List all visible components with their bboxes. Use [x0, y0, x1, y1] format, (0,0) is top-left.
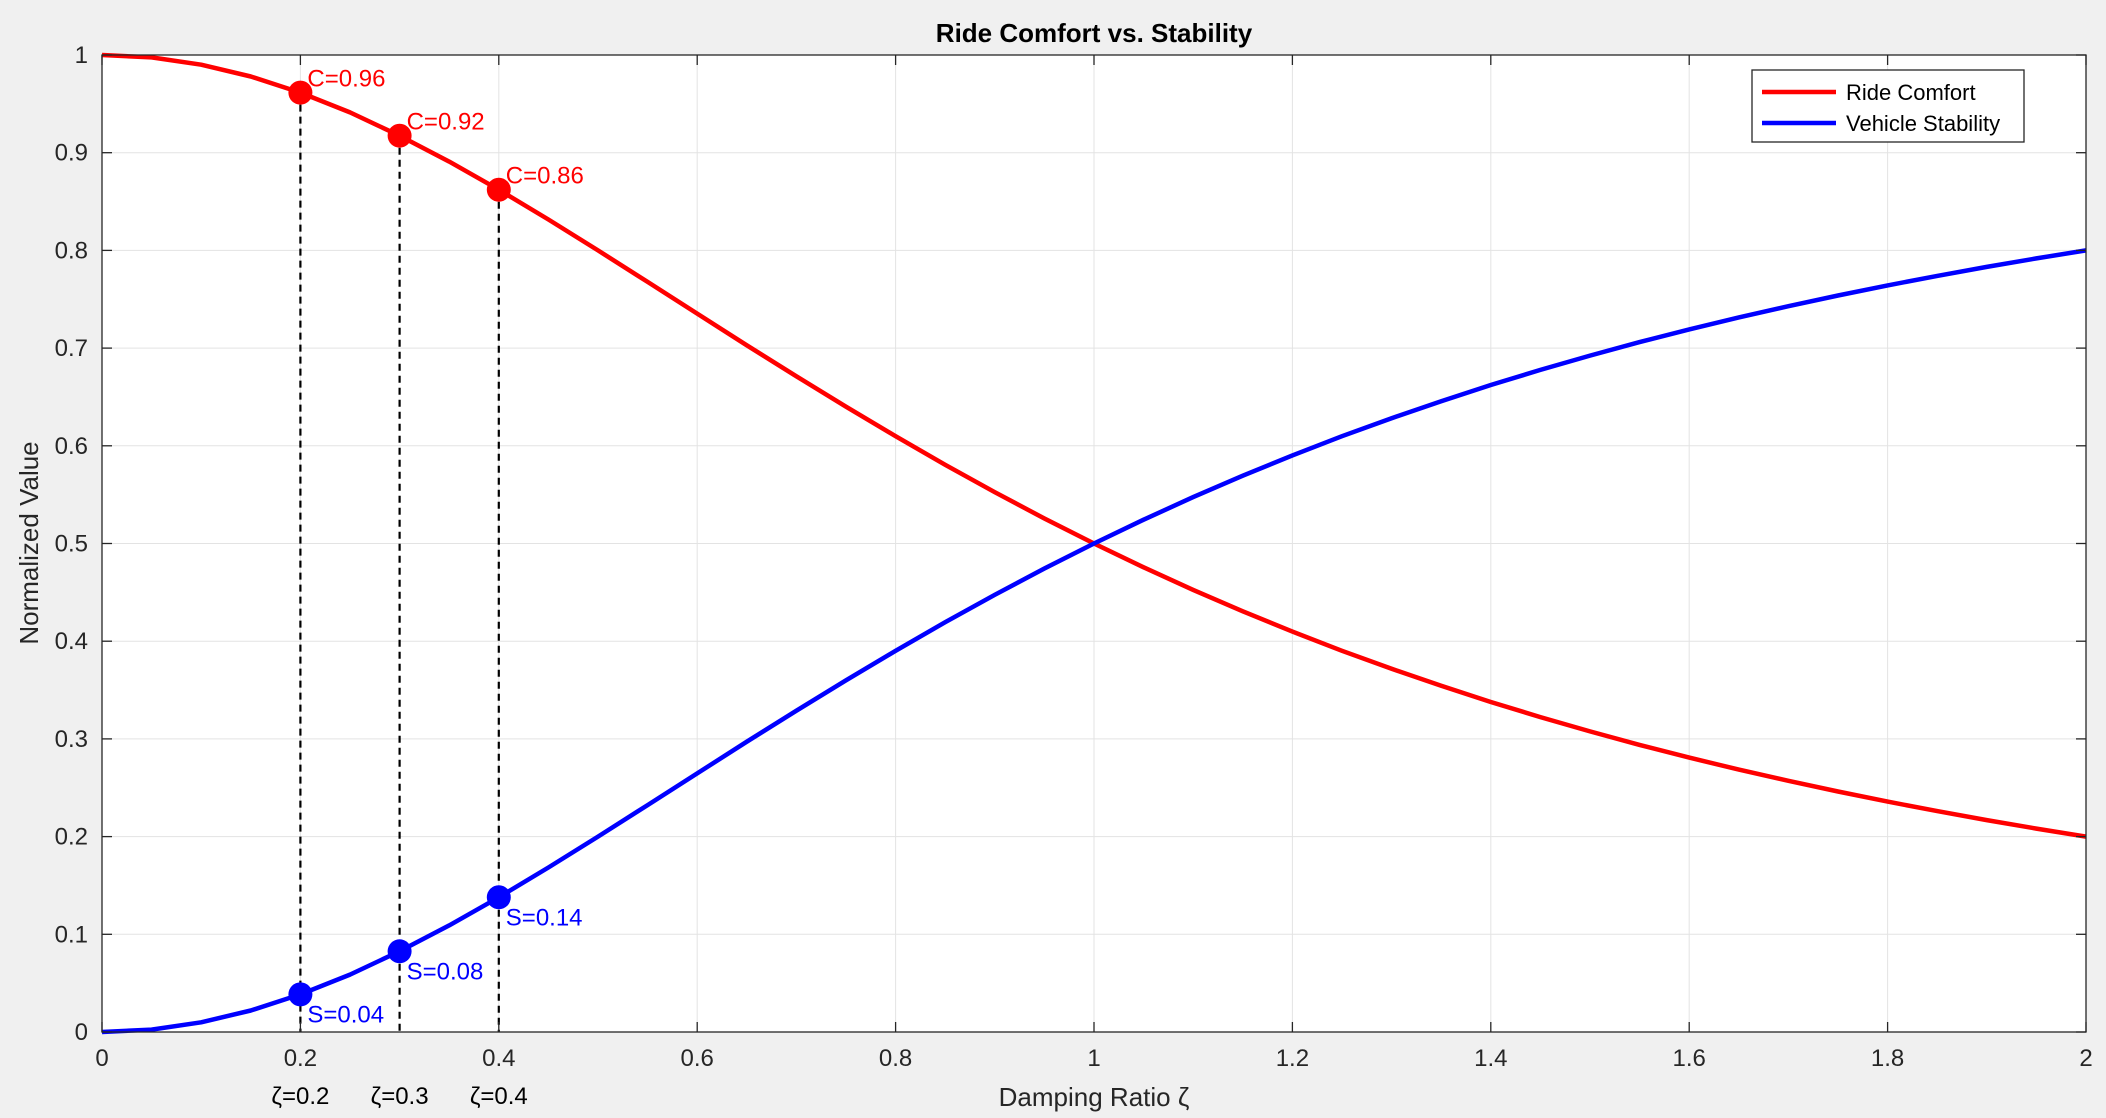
comfort-annotation: C=0.96 [307, 66, 385, 93]
series-layer [101, 52, 2087, 1035]
x-tick-label: 1.2 [1276, 1045, 1309, 1072]
vehicle-stability-line [101, 248, 2087, 1035]
comfort-marker [387, 123, 412, 148]
x-tick-label: 1.8 [1871, 1045, 1904, 1072]
x-tick-label: 1.4 [1474, 1045, 1507, 1072]
x-tick-label: 1 [1087, 1045, 1100, 1072]
comfort-annotation: C=0.92 [407, 109, 485, 136]
zeta-label: ζ=0.2 [271, 1083, 329, 1110]
legend: Ride Comfort Vehicle Stability [1751, 69, 2025, 143]
stability-marker [387, 939, 412, 964]
comfort-marker [288, 80, 313, 105]
zeta-label: ζ=0.3 [371, 1083, 429, 1110]
y-tick-label: 0.4 [55, 628, 88, 655]
y-axis-label: Normalized Value [14, 441, 44, 644]
chart-title: Ride Comfort vs. Stability [936, 18, 1253, 48]
comfort-marker [486, 177, 511, 202]
stability-marker [288, 982, 313, 1007]
x-tick-label: 2 [2079, 1045, 2092, 1072]
stability-marker [486, 885, 511, 910]
x-tick-label: 1.6 [1673, 1045, 1706, 1072]
y-tick-label: 0.2 [55, 824, 88, 851]
legend-entry: Vehicle Stability [1846, 111, 2000, 136]
y-tick-label: 0.8 [55, 237, 88, 264]
stability-annotation: S=0.04 [307, 1001, 384, 1028]
x-tick-label: 0.6 [681, 1045, 714, 1072]
x-tick-label: 0.4 [482, 1045, 515, 1072]
y-tick-label: 0.9 [55, 140, 88, 167]
x-tick-label: 0.8 [879, 1045, 912, 1072]
y-tick-label: 0.3 [55, 726, 88, 753]
x-axis-label: Damping Ratio ζ [999, 1082, 1190, 1112]
marker-layer: C=0.96 S=0.04 ζ=0.2 C=0.92 S=0.08 ζ=0.3 C=0.86… [271, 66, 583, 1110]
stability-annotation: S=0.08 [407, 958, 484, 985]
x-tick-label: 0.2 [284, 1045, 317, 1072]
legend-box [1751, 69, 2025, 143]
y-tick-label: 0.1 [55, 921, 88, 948]
legend-entry: Ride Comfort [1846, 80, 1976, 105]
y-tick-label: 0.7 [55, 335, 88, 362]
ticks: 0 0.2 0.4 0.6 0.8 1 1.2 1.4 1.6 1.8 2 0 0.1 0.2 0.3 0.4… [55, 42, 2093, 1072]
y-tick-label: 0 [75, 1019, 88, 1046]
comfort-annotation: C=0.86 [506, 163, 584, 190]
x-tick-label: 0 [95, 1045, 108, 1072]
stability-annotation: S=0.14 [506, 904, 583, 931]
zeta-label: ζ=0.4 [470, 1083, 528, 1110]
y-tick-label: 1 [75, 42, 88, 69]
y-tick-label: 0.6 [55, 433, 88, 460]
y-tick-label: 0.5 [55, 531, 88, 558]
